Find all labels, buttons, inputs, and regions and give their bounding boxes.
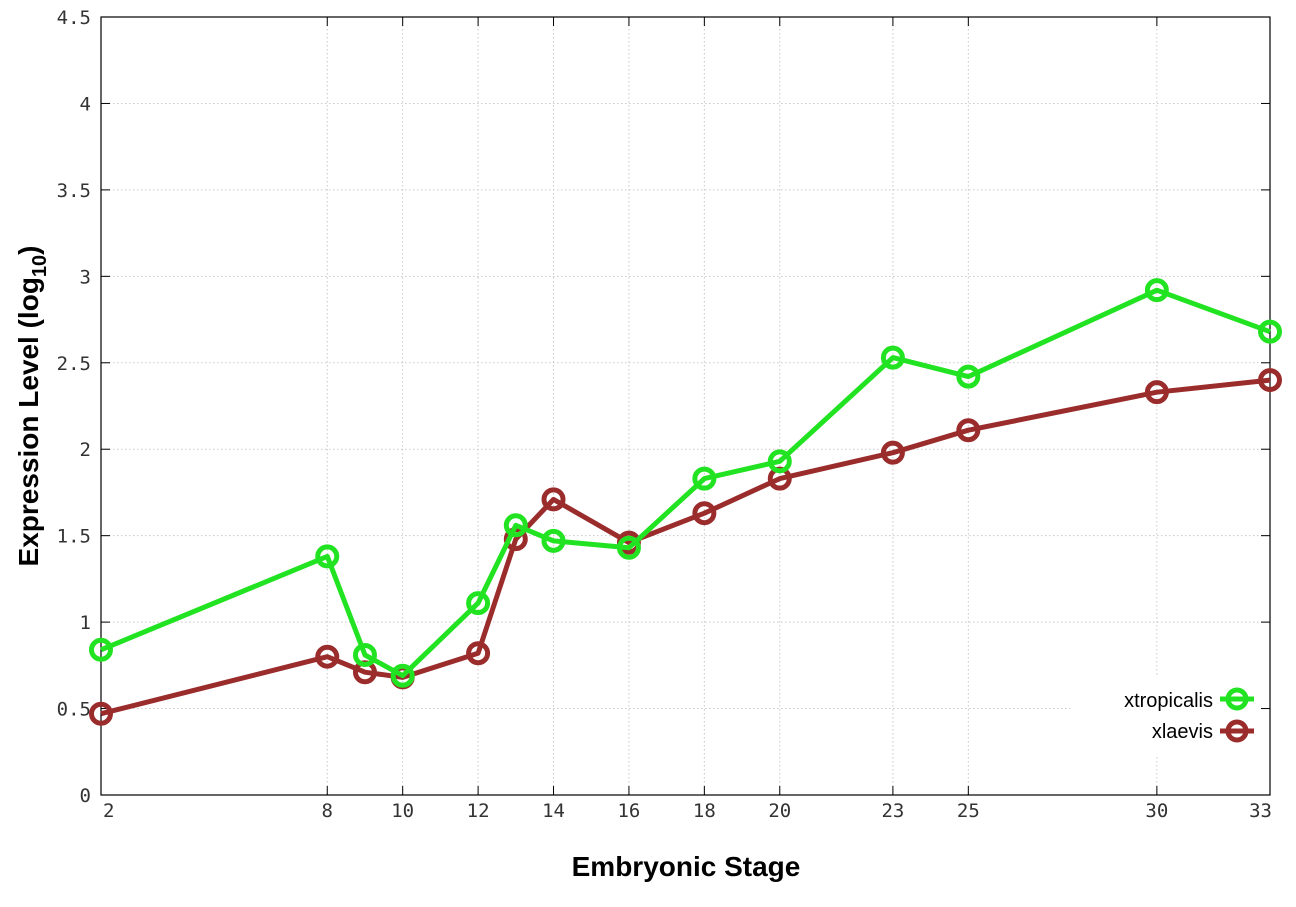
- y-tick-label: 3.5: [57, 180, 91, 202]
- data-point-xtropicalis: [89, 637, 113, 662]
- legend-background: [1070, 676, 1260, 756]
- data-point-xlaevis: [315, 644, 340, 669]
- data-point-xtropicalis: [956, 364, 981, 389]
- data-point-xtropicalis: [1258, 319, 1282, 344]
- data-point-xtropicalis: [692, 466, 717, 491]
- series-line-xlaevis: [100, 377, 1271, 717]
- y-axis-title: Expression Level (log10): [13, 246, 51, 567]
- y-tick-label: 3: [80, 266, 91, 288]
- data-point-xtropicalis: [616, 535, 641, 560]
- x-tick-label: 14: [542, 800, 565, 822]
- data-point-xtropicalis: [466, 591, 491, 616]
- data-point-xlaevis: [466, 641, 491, 666]
- data-point-xtropicalis: [315, 544, 340, 569]
- legend: xtropicalis xlaevis: [1070, 676, 1260, 756]
- x-tick-label: 2: [103, 800, 114, 822]
- y-tick-label: 2: [80, 439, 91, 461]
- data-point-xlaevis: [1258, 368, 1282, 393]
- x-tick-label: 10: [391, 800, 414, 822]
- y-tick-label: 0: [80, 785, 91, 807]
- x-tick-label: 33: [1249, 800, 1272, 822]
- y-tick-label: 2.5: [57, 353, 91, 375]
- x-tick-label: 25: [957, 800, 980, 822]
- y-axis-title-close: ): [13, 246, 44, 255]
- data-point-xtropicalis: [390, 663, 415, 688]
- legend-label-xlaevis: xlaevis: [1152, 721, 1213, 743]
- tick-labels: 0 0.5 1 1.5 2 2.5 3 3.5 4 4.5 2 8 10 12 14 16 18 20 23 25 30…: [57, 7, 1272, 822]
- data-point-xtropicalis: [767, 449, 792, 474]
- y-tick-label: 1.5: [57, 526, 91, 548]
- series-line-xtropicalis: [100, 287, 1271, 679]
- grid: [101, 17, 1270, 795]
- data-point-xlaevis: [880, 440, 905, 465]
- plot-frame: [100, 16, 1271, 796]
- x-tick-label: 8: [322, 800, 333, 822]
- legend-marker-xtropicalis: [1225, 687, 1249, 711]
- legend-marker-xlaevis: [1225, 719, 1249, 743]
- data-point-xlaevis: [692, 501, 717, 526]
- x-axis-title: Embryonic Stage: [572, 851, 801, 882]
- y-tick-label: 4: [80, 93, 91, 115]
- x-tick-label: 12: [467, 800, 490, 822]
- y-axis-title-main: Expression Level (log: [13, 277, 44, 566]
- x-tick-label: 18: [693, 800, 716, 822]
- y-tick-label: 1: [80, 612, 91, 634]
- legend-label-xtropicalis: xtropicalis: [1124, 690, 1213, 712]
- x-tick-label: 16: [617, 800, 640, 822]
- y-axis-title-subscript: 10: [29, 255, 51, 277]
- series-group: [89, 278, 1282, 726]
- data-point-xlaevis: [956, 418, 981, 443]
- data-point-xtropicalis: [880, 345, 905, 370]
- series-xtropicalis: [89, 278, 1282, 688]
- y-tick-label: 0.5: [57, 699, 91, 721]
- data-point-xlaevis: [1144, 380, 1169, 405]
- data-point-xtropicalis: [352, 642, 377, 667]
- data-point-xtropicalis: [503, 513, 528, 538]
- data-point-xlaevis: [541, 487, 566, 512]
- data-point-xtropicalis: [541, 528, 566, 553]
- data-point-xtropicalis: [1144, 278, 1169, 303]
- x-tick-label: 23: [881, 800, 904, 822]
- y-tick-label: 4.5: [57, 7, 91, 29]
- data-point-xlaevis: [89, 701, 113, 726]
- axis-ticks: [100, 16, 1271, 796]
- x-tick-label: 20: [768, 800, 791, 822]
- x-tick-label: 30: [1145, 800, 1168, 822]
- series-xlaevis: [89, 368, 1282, 726]
